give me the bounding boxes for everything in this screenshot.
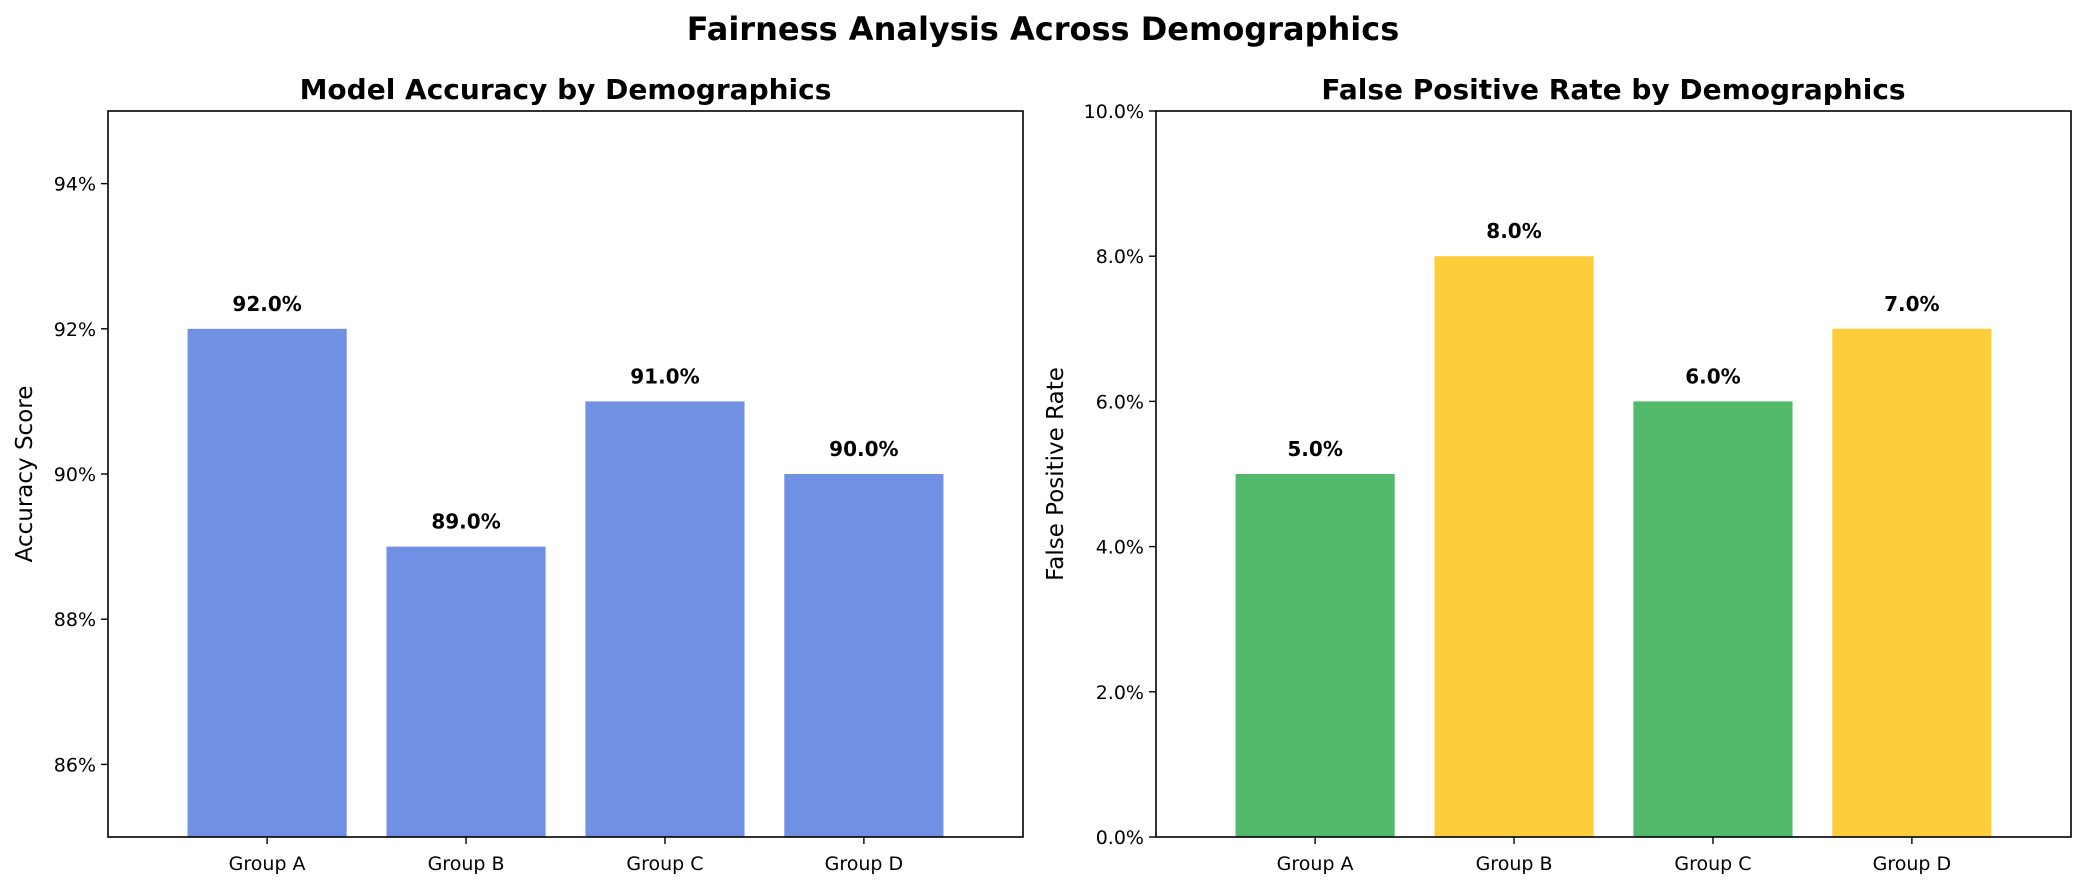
fpr-ytick-label-4: 6.0% [1096, 391, 1144, 413]
accuracy-bar-1 [187, 328, 347, 837]
accuracy-ytick-label-2: 88% [54, 609, 96, 631]
fpr-value-label-4: 7.0% [1884, 292, 1939, 316]
accuracy-value-label-3: 91.0% [630, 364, 699, 388]
accuracy-xtick-label-1: Group A [229, 853, 306, 875]
accuracy-value-label-4: 90.0% [829, 437, 898, 461]
fpr-bar-3 [1633, 401, 1793, 837]
accuracy-ytick-label-3: 90% [54, 464, 96, 486]
fpr-xtick-label-4: Group D [1873, 853, 1952, 875]
accuracy-xtick-label-3: Group C [626, 853, 703, 875]
fpr-ylabel: False Positive Rate [1043, 367, 1069, 581]
accuracy-bar-2 [386, 546, 546, 837]
fpr-bar-2 [1434, 256, 1594, 837]
accuracy-chart-title: Model Accuracy by Demographics [300, 73, 832, 106]
accuracy-bar-4 [784, 474, 944, 837]
accuracy-ytick-label-4: 92% [54, 319, 96, 341]
fpr-panel: 5.0% 8.0% 6.0% 7.0% 0.0% 2.0% 4.0% 6.0% 8.0% 10.0… [1043, 73, 2072, 875]
fpr-ytick-label-2: 2.0% [1096, 682, 1144, 704]
accuracy-ytick-label-1: 86% [54, 754, 96, 776]
fpr-ytick-label-5: 8.0% [1096, 246, 1144, 268]
fpr-bar-1 [1235, 474, 1395, 837]
figure-title: Fairness Analysis Across Demographics [687, 10, 1400, 48]
accuracy-ylabel: Accuracy Score [12, 386, 38, 563]
fpr-chart-title: False Positive Rate by Demographics [1321, 73, 1905, 106]
accuracy-value-label-2: 89.0% [431, 510, 500, 534]
fpr-bar-4 [1832, 328, 1992, 837]
accuracy-ytick-label-5: 94% [54, 174, 96, 196]
fpr-axes-frame [1155, 110, 2072, 838]
fpr-value-label-1: 5.0% [1287, 437, 1342, 461]
fpr-value-label-2: 8.0% [1486, 219, 1541, 243]
accuracy-xtick-label-2: Group B [428, 853, 505, 875]
accuracy-xtick-label-4: Group D [825, 853, 904, 875]
fpr-xtick-label-1: Group A [1277, 853, 1354, 875]
fpr-ytick-label-3: 4.0% [1096, 537, 1144, 559]
fpr-ytick-label-6: 10.0% [1084, 101, 1144, 123]
fpr-xtick-label-2: Group B [1476, 853, 1553, 875]
fpr-ytick-label-1: 0.0% [1096, 827, 1144, 849]
fpr-value-label-3: 6.0% [1685, 364, 1740, 388]
accuracy-value-label-1: 92.0% [232, 292, 301, 316]
accuracy-bar-3 [585, 401, 745, 837]
fpr-xtick-label-3: Group C [1674, 853, 1751, 875]
accuracy-panel: 92.0% 89.0% 91.0% 90.0% 86% 88% 90% 92% 94% Group… [12, 73, 1024, 875]
